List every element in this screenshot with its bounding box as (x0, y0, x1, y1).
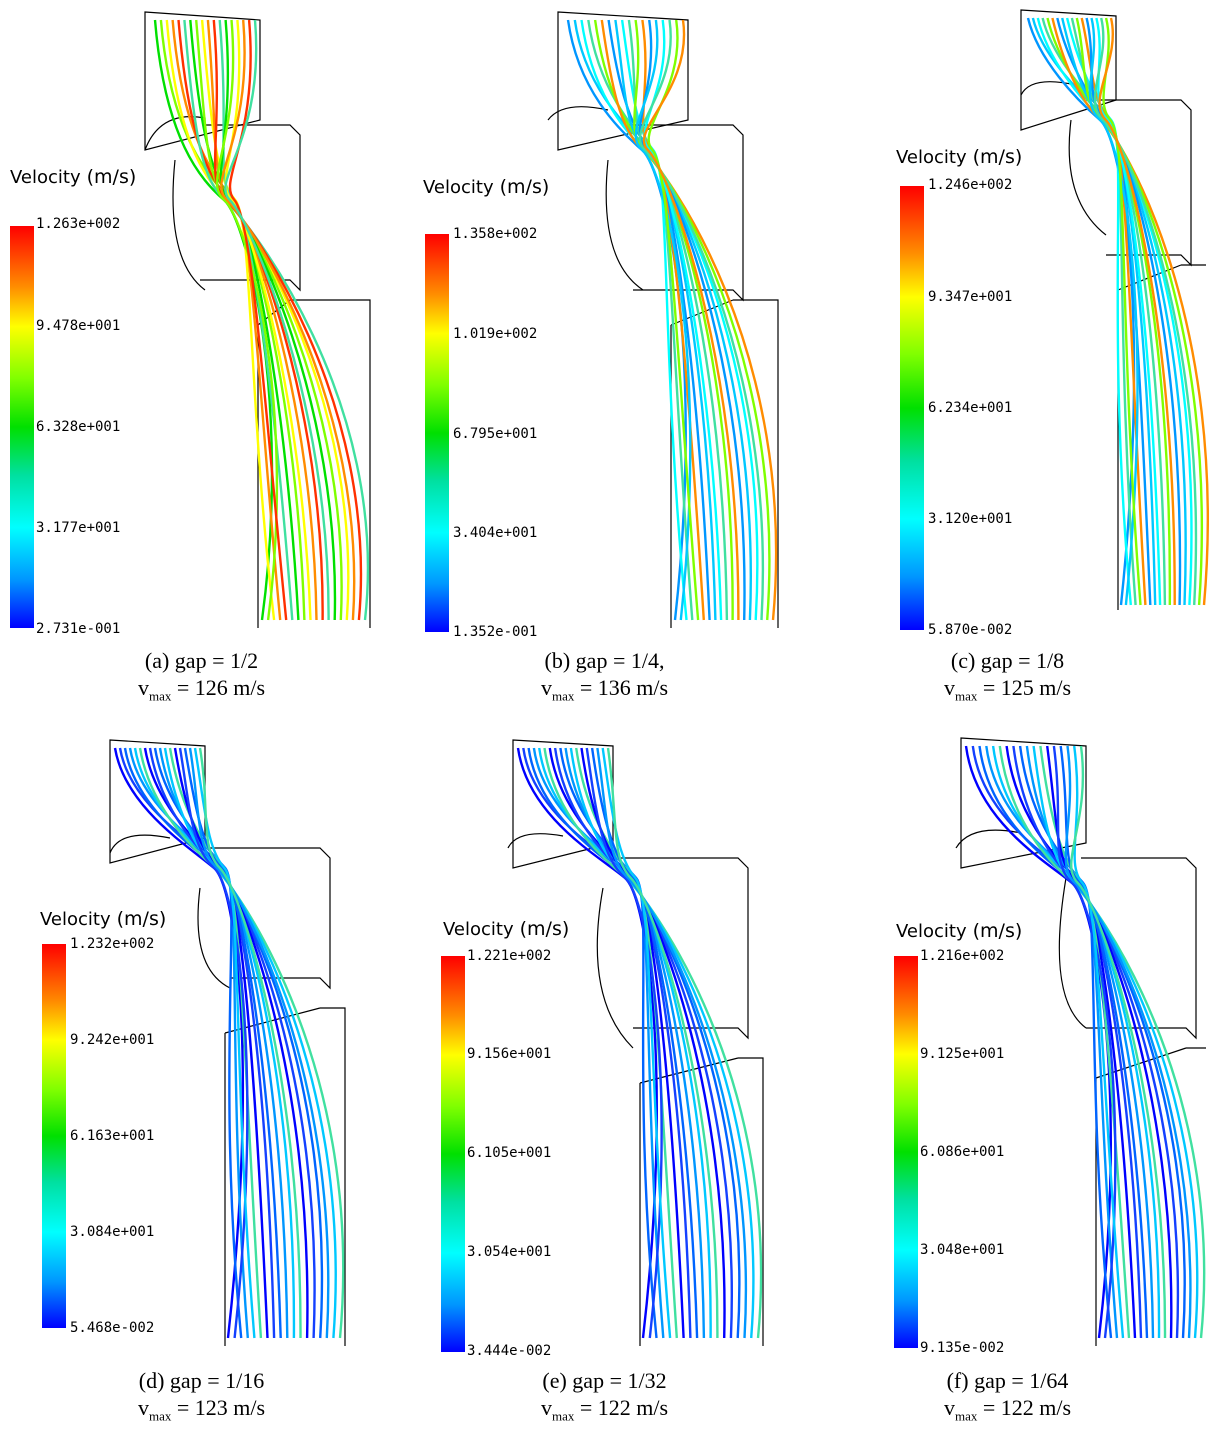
streamline (590, 747, 699, 1339)
tick-label-c-4: 5.870e-002 (928, 622, 1013, 638)
caption-vmax-d: vmax = 123 m/s (137, 1395, 266, 1424)
tick-label-f-4: 9.135e-002 (920, 1340, 1005, 1356)
streamline (585, 747, 663, 1339)
panel-d: Velocity (m/s) 1.232e+002 9.242e+001 6.16… (0, 718, 403, 1436)
caption-title-b: (b) gap = 1/4, (544, 648, 665, 673)
caption-title-d: (d) gap = 1/16 (138, 1368, 265, 1393)
streamline-plot-d (109, 739, 346, 1346)
caption-title-e: (e) gap = 1/32 (542, 1368, 667, 1393)
caption-vmax-f: vmax = 122 m/s (943, 1395, 1072, 1424)
caption-e: (e) gap = 1/32 vmax = 122 m/s (403, 1367, 806, 1429)
tick-label-f-1: 9.125e+001 (920, 1046, 1005, 1062)
legend-title-f: Velocity (m/s) (896, 920, 1023, 942)
streamline-plot-b (547, 11, 779, 628)
streamline (1070, 745, 1167, 1339)
legend-title-d: Velocity (m/s) (40, 908, 167, 930)
streamline (634, 19, 692, 621)
streamline (538, 747, 712, 1339)
streamlines-b (566, 19, 778, 621)
colorbar-f (894, 956, 918, 1348)
caption-vmax-a: vmax = 126 m/s (137, 675, 266, 704)
tick-label-b-2: 6.795e+001 (453, 426, 538, 442)
streamline (985, 745, 1119, 1339)
legend-title-e: Velocity (m/s) (443, 918, 570, 940)
panel-c: Velocity (m/s) 1.246e+002 9.347e+001 6.23… (806, 0, 1209, 718)
panel-e: Velocity (m/s) 1.221e+002 9.156e+001 6.10… (403, 718, 806, 1436)
caption-vmax-c: vmax = 125 m/s (943, 675, 1072, 704)
streamline (1064, 745, 1192, 1339)
tick-label-a-4: 2.731e-001 (36, 621, 121, 637)
tick-label-a-0: 1.263e+002 (36, 216, 121, 232)
legend-title-a: Velocity (m/s) (10, 166, 137, 188)
tick-label-b-0: 1.358e+002 (453, 226, 538, 242)
caption-c: (c) gap = 1/8 vmax = 125 m/s (806, 647, 1209, 709)
streamline (178, 747, 249, 1339)
colorbar-b (425, 234, 449, 632)
tick-label-b-3: 3.404e+001 (453, 525, 538, 541)
colorbar-d (42, 944, 66, 1328)
panel-f: Velocity (m/s) 1.216e+002 9.125e+001 6.08… (806, 718, 1209, 1436)
streamline (224, 19, 330, 621)
streamline-plot-c (1020, 9, 1209, 610)
streamline (642, 19, 740, 621)
streamline (606, 747, 719, 1339)
colorbar-c (900, 186, 924, 630)
tick-label-e-1: 9.156e+001 (467, 1046, 552, 1062)
tick-label-a-3: 3.177e+001 (36, 520, 121, 536)
panel-b: Velocity (m/s) 1.358e+002 1.019e+002 6.79… (403, 0, 806, 718)
streamline (215, 19, 279, 621)
tick-label-b-4: 1.352e-001 (453, 624, 538, 640)
tick-label-c-0: 1.246e+002 (928, 177, 1013, 193)
streamline-plot-e (507, 739, 764, 1346)
streamline (1098, 17, 1176, 606)
tick-label-f-2: 6.086e+001 (920, 1144, 1005, 1160)
streamline (978, 745, 1186, 1339)
tick-label-e-0: 1.221e+002 (467, 948, 552, 964)
streamlines-c (1026, 17, 1209, 606)
streamlines-d (113, 747, 345, 1339)
tick-label-d-1: 9.242e+001 (70, 1032, 155, 1048)
colorbar-e (441, 956, 465, 1352)
tick-label-a-1: 9.478e+001 (36, 318, 121, 334)
tick-label-e-2: 6.105e+001 (467, 1145, 552, 1161)
geometry-outline-f (955, 737, 1206, 1346)
streamline (596, 747, 747, 1339)
streamlines-f (964, 745, 1206, 1339)
colorbar-a (10, 226, 34, 628)
caption-f: (f) gap = 1/64 vmax = 122 m/s (806, 1367, 1209, 1429)
tick-label-d-4: 5.468e-002 (70, 1320, 155, 1336)
tick-label-e-4: 3.444e-002 (467, 1343, 552, 1359)
streamline (198, 747, 302, 1339)
streamline (188, 747, 330, 1339)
caption-title-a: (a) gap = 1/2 (144, 648, 259, 673)
tick-label-b-1: 1.019e+002 (453, 326, 538, 342)
tick-label-c-3: 3.120e+001 (928, 511, 1013, 527)
streamline (1052, 745, 1117, 1339)
tick-label-f-3: 3.048e+001 (920, 1242, 1005, 1258)
streamlines-e (516, 747, 763, 1339)
caption-vmax-e: vmax = 122 m/s (540, 1395, 669, 1424)
tick-label-c-2: 6.234e+001 (928, 400, 1013, 416)
streamline-plot-f (955, 737, 1206, 1346)
streamlines-a (153, 19, 370, 621)
streamline (228, 19, 288, 621)
tick-label-d-0: 1.232e+002 (70, 936, 155, 952)
legend-title-c: Velocity (m/s) (896, 146, 1023, 168)
panel-a: Velocity (m/s) 1.263e+002 9.478e+001 6.32… (0, 0, 403, 718)
tick-label-d-2: 6.163e+001 (70, 1128, 155, 1144)
caption-title-f: (f) gap = 1/64 (946, 1368, 1069, 1393)
tick-label-e-3: 3.054e+001 (467, 1244, 552, 1260)
tick-label-a-2: 6.328e+001 (36, 419, 121, 435)
caption-b: (b) gap = 1/4, vmax = 136 m/s (403, 647, 806, 709)
tick-label-f-0: 1.216e+002 (920, 948, 1005, 964)
streamline (1088, 17, 1139, 606)
caption-title-c: (c) gap = 1/8 (950, 648, 1065, 673)
streamline-plot-a (144, 11, 371, 628)
tick-label-d-3: 3.084e+001 (70, 1224, 155, 1240)
legend-title-b: Velocity (m/s) (423, 176, 550, 198)
caption-vmax-b: vmax = 136 m/s (540, 675, 669, 704)
tick-label-c-1: 9.347e+001 (928, 289, 1013, 305)
caption-a: (a) gap = 1/2 vmax = 126 m/s (0, 647, 403, 709)
caption-d: (d) gap = 1/16 vmax = 123 m/s (0, 1367, 403, 1429)
